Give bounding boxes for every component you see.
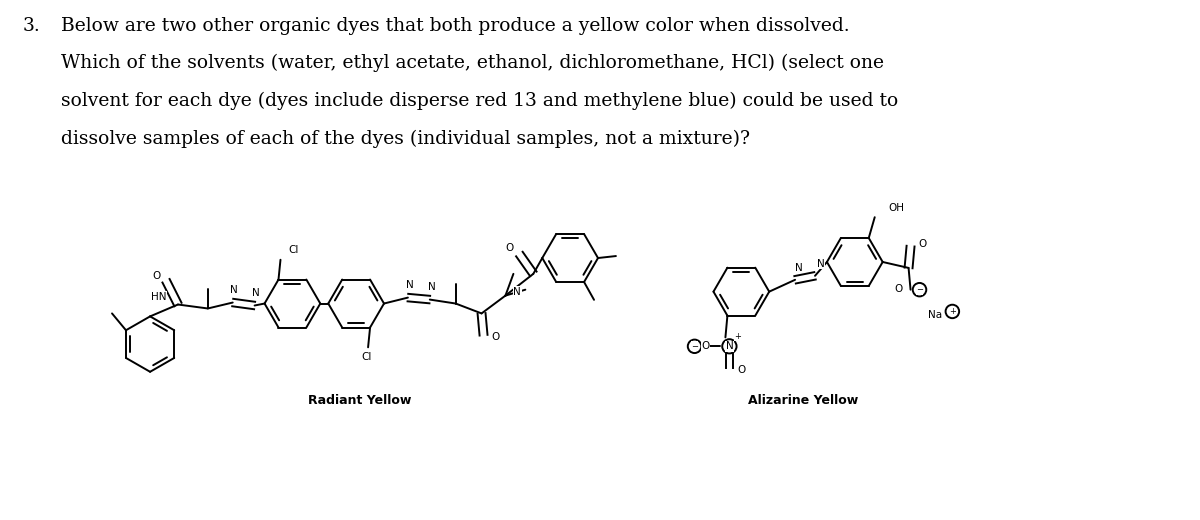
Text: N: N (514, 287, 521, 296)
Text: O: O (894, 284, 902, 294)
Text: N: N (726, 341, 733, 352)
Text: N: N (252, 288, 259, 297)
Text: Cl: Cl (288, 245, 299, 255)
Text: O: O (701, 341, 709, 352)
Text: 3.: 3. (23, 17, 41, 35)
Text: O: O (491, 332, 499, 342)
Text: Which of the solvents (water, ethyl acetate, ethanol, dichloromethane, HCl) (sel: Which of the solvents (water, ethyl acet… (60, 54, 883, 72)
Text: solvent for each dye (dyes include disperse red 13 and methylene blue) could be : solvent for each dye (dyes include dispe… (60, 92, 898, 110)
Text: N: N (817, 259, 824, 269)
Text: OH: OH (889, 203, 905, 213)
Text: +: + (949, 307, 955, 316)
Text: N: N (428, 282, 436, 292)
Text: Na: Na (929, 310, 942, 320)
Text: N: N (406, 280, 414, 290)
Text: +: + (734, 332, 740, 341)
Text: O: O (152, 271, 160, 281)
Text: Cl: Cl (361, 352, 371, 362)
Text: N: N (796, 263, 803, 273)
Text: Below are two other organic dyes that both produce a yellow color when dissolved: Below are two other organic dyes that bo… (60, 17, 850, 35)
Text: O: O (737, 365, 745, 375)
Text: Alizarine Yellow: Alizarine Yellow (748, 394, 858, 407)
Text: −: − (691, 342, 698, 351)
Text: HN: HN (151, 292, 167, 302)
Text: O: O (918, 239, 926, 249)
Text: dissolve samples of each of the dyes (individual samples, not a mixture)?: dissolve samples of each of the dyes (in… (60, 129, 750, 148)
Text: N: N (230, 284, 238, 295)
Text: O: O (505, 243, 514, 253)
Text: −: − (916, 285, 923, 294)
Text: Radiant Yellow: Radiant Yellow (308, 394, 412, 407)
